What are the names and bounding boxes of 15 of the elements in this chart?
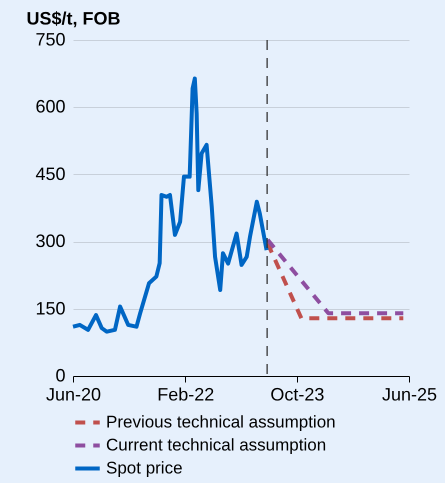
x-tick-label: Oct-23 — [270, 384, 324, 404]
y-tick-label: 600 — [35, 96, 66, 117]
legend-label: Current technical assumption — [106, 436, 326, 454]
x-tick-label: Jun-25 — [382, 384, 438, 404]
legend-label: Spot price — [106, 458, 183, 478]
y-tick-label: 450 — [35, 164, 66, 184]
y-axis-title: US$/t, FOB — [26, 8, 121, 28]
y-tick-label: 750 — [35, 30, 66, 50]
y-tick-label: 300 — [35, 231, 66, 252]
line-series — [71, 76, 269, 334]
x-tick-label: Feb-22 — [157, 384, 214, 404]
x-tick-label: Jun-20 — [46, 384, 102, 404]
y-tick-label: 0 — [55, 366, 66, 386]
legend-label: Previous technical assumption — [106, 412, 336, 432]
y-tick-label: 150 — [35, 298, 66, 318]
